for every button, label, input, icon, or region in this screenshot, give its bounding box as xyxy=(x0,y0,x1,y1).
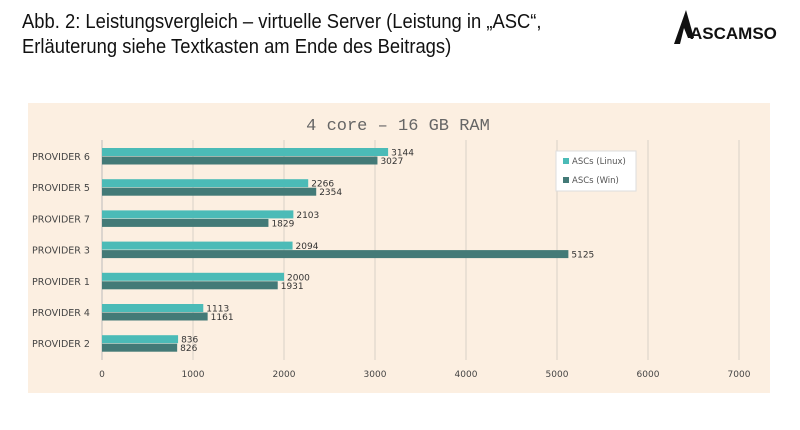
bar-win xyxy=(102,343,178,352)
category-label: PROVIDER 4 xyxy=(32,308,90,319)
legend-swatch-win xyxy=(563,177,569,183)
bar-linux xyxy=(102,179,309,188)
category-label: PROVIDER 1 xyxy=(32,277,90,288)
bar-win xyxy=(102,218,269,227)
legend-swatch-linux xyxy=(563,158,569,164)
x-tick-label: 5000 xyxy=(546,370,569,380)
logo-text: ASCAMSO xyxy=(690,24,777,43)
bar-chart: 4 core – 16 GB RAM 0 1000 2000 3000 4000 5000… xyxy=(32,117,751,380)
bar-win xyxy=(102,312,208,321)
category-label: PROVIDER 7 xyxy=(32,214,90,225)
category-label: PROVIDER 5 xyxy=(32,183,90,194)
bar-win xyxy=(102,281,278,290)
data-label: 1161 xyxy=(211,313,234,323)
x-tick-label: 2000 xyxy=(273,370,296,380)
x-tick-label: 4000 xyxy=(455,370,478,380)
ascamso-logo-icon xyxy=(674,10,694,44)
bar-linux xyxy=(102,335,179,344)
legend-label-win: ASCs (Win) xyxy=(572,176,619,186)
title-line-2: Erläuterung siehe Textkasten am Ende des… xyxy=(22,36,452,58)
data-label: 826 xyxy=(180,344,197,354)
x-tick-label: 7000 xyxy=(728,370,751,380)
chart-title: 4 core – 16 GB RAM xyxy=(306,117,490,136)
category-label: PROVIDER 3 xyxy=(32,246,90,257)
title-line-1: Abb. 2: Leistungsvergleich – virtuelle S… xyxy=(22,11,542,33)
data-label: 836 xyxy=(181,336,198,346)
bar-win xyxy=(102,187,317,196)
data-label: 2000 xyxy=(287,273,310,283)
bar-win xyxy=(102,250,569,259)
legend: ASCs (Linux) ASCs (Win) xyxy=(555,150,637,192)
bar-linux xyxy=(102,148,389,156)
chart-panel: 4 core – 16 GB RAM 0 1000 2000 3000 4000 5000… xyxy=(28,103,770,393)
legend-box xyxy=(555,150,637,192)
data-label: 1931 xyxy=(281,282,304,292)
data-label: 3144 xyxy=(391,149,414,159)
data-label: 2354 xyxy=(319,188,342,198)
bar-linux xyxy=(102,210,294,219)
category-label: PROVIDER 6 xyxy=(32,152,90,163)
x-tick-label: 0 xyxy=(99,370,105,380)
legend-label-linux: ASCs (Linux) xyxy=(572,157,626,167)
figure-title: Abb. 2: Leistungsvergleich – virtuelle S… xyxy=(22,10,629,60)
data-label: 2266 xyxy=(311,180,334,190)
data-label: 2103 xyxy=(296,211,319,221)
data-label: 3027 xyxy=(380,157,403,167)
data-label: 1113 xyxy=(206,305,229,315)
category-label: PROVIDER 2 xyxy=(32,339,90,350)
bar-linux xyxy=(102,272,284,281)
data-label: 1829 xyxy=(271,219,294,229)
data-label: 5125 xyxy=(571,251,594,261)
bar-linux xyxy=(102,241,293,250)
data-label: 2094 xyxy=(296,242,319,252)
x-tick-label: 1000 xyxy=(182,370,205,380)
bar-win xyxy=(102,156,378,165)
x-tick-label: 3000 xyxy=(364,370,387,380)
x-tick-label: 6000 xyxy=(637,370,660,380)
bar-linux xyxy=(102,304,204,312)
